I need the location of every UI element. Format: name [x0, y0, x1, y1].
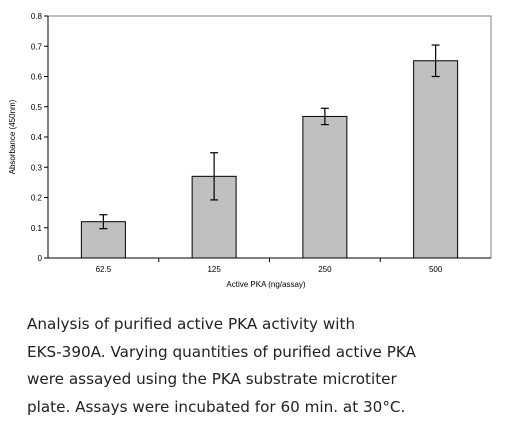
x-tick-label: 62.5	[96, 265, 112, 274]
x-tick-label: 125	[207, 265, 221, 274]
bar	[302, 115, 348, 259]
y-tick-label: 0.7	[31, 42, 43, 51]
y-tick-label: 0.5	[31, 103, 43, 112]
y-axis-title: Absorbance (450nm)	[8, 99, 17, 174]
y-tick-label: 0.1	[31, 224, 43, 233]
bar	[413, 60, 459, 259]
y-tick-label: 0.2	[31, 194, 43, 203]
plot-area: 0 0.1 0.2 0.3 0.4 0.5 0.6 0.7 0.8 62.5 125 250 500	[31, 12, 492, 274]
y-tick-label: 0.4	[31, 133, 43, 142]
x-tick-label: 250	[318, 265, 332, 274]
x-axis-title: Active PKA (ng/assay)	[226, 280, 305, 289]
figure-caption: Analysis of purified active PKA activity…	[27, 315, 416, 416]
bar-chart: Absorbance (450nm) Active PKA (ng/assay)…	[8, 12, 492, 289]
y-tick-label: 0.3	[31, 163, 43, 172]
y-tick-label: 0	[38, 254, 43, 263]
y-tick-label: 0.8	[31, 12, 43, 21]
x-tick-label: 500	[429, 265, 443, 274]
y-tick-label: 0.6	[31, 73, 43, 82]
